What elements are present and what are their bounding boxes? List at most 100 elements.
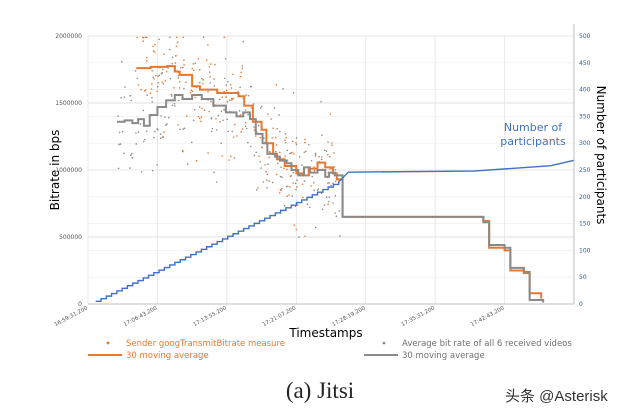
scatter-point xyxy=(308,206,311,209)
scatter-point xyxy=(304,235,306,238)
scatter-point xyxy=(257,124,260,127)
scatter-point xyxy=(313,169,316,172)
scatter-point xyxy=(247,94,250,97)
scatter-point xyxy=(178,87,181,89)
scatter-point xyxy=(182,128,184,130)
scatter-point xyxy=(334,212,337,214)
scatter-point xyxy=(185,115,188,118)
scatter-point xyxy=(161,81,163,83)
scatter-point xyxy=(278,192,281,194)
scatter-point xyxy=(208,71,211,73)
scatter-point xyxy=(281,176,283,178)
scatter-point xyxy=(136,36,138,39)
scatter-point xyxy=(268,180,270,182)
scatter-point xyxy=(231,99,233,101)
scatter-point xyxy=(232,73,234,76)
scatter-point xyxy=(265,170,267,173)
y2-tick-label: 150 xyxy=(579,221,591,228)
scatter-point xyxy=(203,109,206,111)
scatter-point xyxy=(266,186,268,189)
scatter-point xyxy=(226,118,229,120)
scatter-point xyxy=(215,118,217,120)
scatter-point xyxy=(320,156,323,158)
scatter-point xyxy=(295,228,298,231)
scatter-point xyxy=(293,224,296,227)
scatter-point xyxy=(165,70,168,73)
scatter-point xyxy=(219,98,221,101)
scatter-point xyxy=(321,134,323,136)
scatter-point xyxy=(226,100,229,103)
scatter-point xyxy=(150,88,153,90)
scatter-point xyxy=(144,36,147,39)
scatter-point xyxy=(213,78,215,80)
scatter-point xyxy=(120,96,123,99)
scatter-point xyxy=(221,154,223,157)
scatter-point xyxy=(191,90,194,93)
scatter-point xyxy=(237,90,239,93)
scatter-point xyxy=(271,137,274,139)
scatter-point xyxy=(328,181,331,184)
scatter-point xyxy=(190,141,193,144)
scatter-point xyxy=(295,143,298,146)
scatter-point xyxy=(182,66,184,69)
scatter-point xyxy=(153,78,155,80)
scatter-point xyxy=(160,115,162,117)
scatter-point xyxy=(321,208,324,211)
scatter-point xyxy=(222,119,224,122)
x-tick-label: 17:21:07.200 xyxy=(262,305,298,328)
scatter-point xyxy=(205,59,208,61)
scatter-point xyxy=(255,135,257,137)
scatter-point xyxy=(190,89,193,92)
scatter-point xyxy=(239,86,241,89)
scatter-point xyxy=(301,196,304,199)
scatter-point xyxy=(291,195,294,197)
scatter-point xyxy=(284,133,287,135)
scatter-point xyxy=(153,51,156,53)
scatter-point xyxy=(292,171,295,174)
scatter-point xyxy=(174,105,176,107)
scatter-point xyxy=(320,158,323,161)
scatter-point xyxy=(280,166,282,169)
scatter-point xyxy=(301,164,303,166)
scatter-point xyxy=(270,118,272,120)
scatter-point xyxy=(306,203,309,206)
y-tick-label: 500000 xyxy=(59,234,82,241)
y2-tick-label: 250 xyxy=(579,167,591,174)
scatter-point xyxy=(264,164,266,166)
scatter-point xyxy=(330,184,332,187)
scatter-point xyxy=(335,215,338,218)
y-tick-label: 2000000 xyxy=(55,33,82,40)
scatter-point xyxy=(331,144,333,146)
x-tick-label: 17:35:31.200 xyxy=(401,305,437,328)
scatter-point xyxy=(151,169,154,172)
y2-tick-label: 50 xyxy=(579,274,587,281)
scatter-point xyxy=(252,103,255,105)
scatter-point xyxy=(156,90,158,92)
scatter-point xyxy=(327,153,329,156)
scatter-point xyxy=(303,180,306,182)
scatter-point xyxy=(153,130,156,133)
scatter-point xyxy=(234,123,236,126)
y2-axis-label: Number of participants xyxy=(594,86,608,225)
scatter-point xyxy=(259,136,262,139)
scatter-point xyxy=(168,48,171,51)
scatter-point xyxy=(220,110,223,113)
scatter-point xyxy=(158,74,161,77)
x-tick-label: 17:42:43.200 xyxy=(470,305,506,328)
scatter-point xyxy=(161,71,164,74)
scatter-point xyxy=(329,113,332,115)
scatter-point xyxy=(325,196,328,198)
scatter-point xyxy=(144,89,147,91)
scatter-point xyxy=(338,210,341,212)
scatter-point xyxy=(209,76,211,78)
scatter-point xyxy=(223,108,225,111)
scatter-point xyxy=(159,133,162,135)
legend-label: Sender googTransmitBitrate measure xyxy=(126,339,285,349)
scatter-point xyxy=(240,71,242,74)
scatter-point xyxy=(137,84,140,86)
scatter-point xyxy=(179,67,182,69)
scatter-point xyxy=(328,196,331,198)
scatter-point xyxy=(301,183,304,185)
scatter-point xyxy=(298,156,301,158)
scatter-point xyxy=(303,151,306,154)
